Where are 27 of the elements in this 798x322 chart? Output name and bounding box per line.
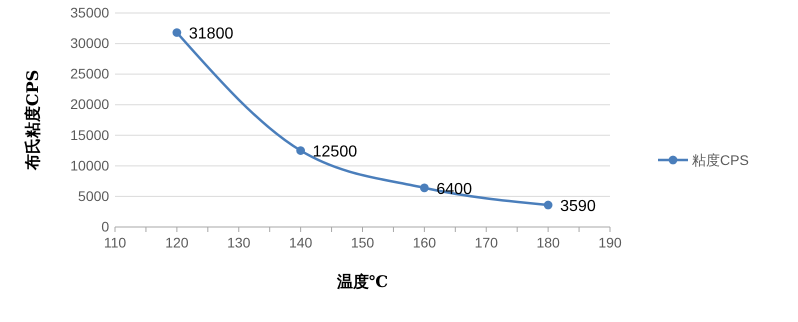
y-tick-label: 15000	[70, 126, 110, 143]
x-tick-label: 170	[474, 234, 498, 251]
legend-label: 粘度CPS	[692, 152, 749, 168]
point	[296, 146, 305, 155]
x-tick-label: 160	[412, 234, 436, 251]
x-tick-label: 110	[104, 234, 126, 251]
x-axis-title: 温度℃	[336, 272, 388, 291]
x-tick-label: 150	[350, 234, 374, 251]
point	[420, 184, 429, 192]
y-tick-label: 5000	[78, 188, 110, 204]
y-tick-label: 25000	[70, 66, 110, 82]
data-label: 12500	[312, 144, 358, 161]
point	[544, 200, 552, 210]
point	[172, 28, 182, 37]
y-tick-label: 0	[101, 218, 110, 234]
y-tick-label: 10000	[70, 157, 110, 174]
x-tick-label: 120	[165, 234, 189, 251]
y-axis-title: 布氏粘度CPS	[23, 70, 42, 172]
data-label: 3590	[560, 198, 596, 216]
y-tick-label: 20000	[70, 96, 110, 112]
x-tick-label: 140	[288, 234, 313, 251]
x-tick-label: 130	[227, 234, 251, 251]
x-tick-label: 180	[536, 234, 560, 251]
data-label: 31800	[188, 26, 234, 43]
y-tick-label: 35000	[70, 4, 110, 20]
y-tick-label: 30000	[70, 35, 110, 52]
x-tick-label: 190	[598, 234, 622, 251]
